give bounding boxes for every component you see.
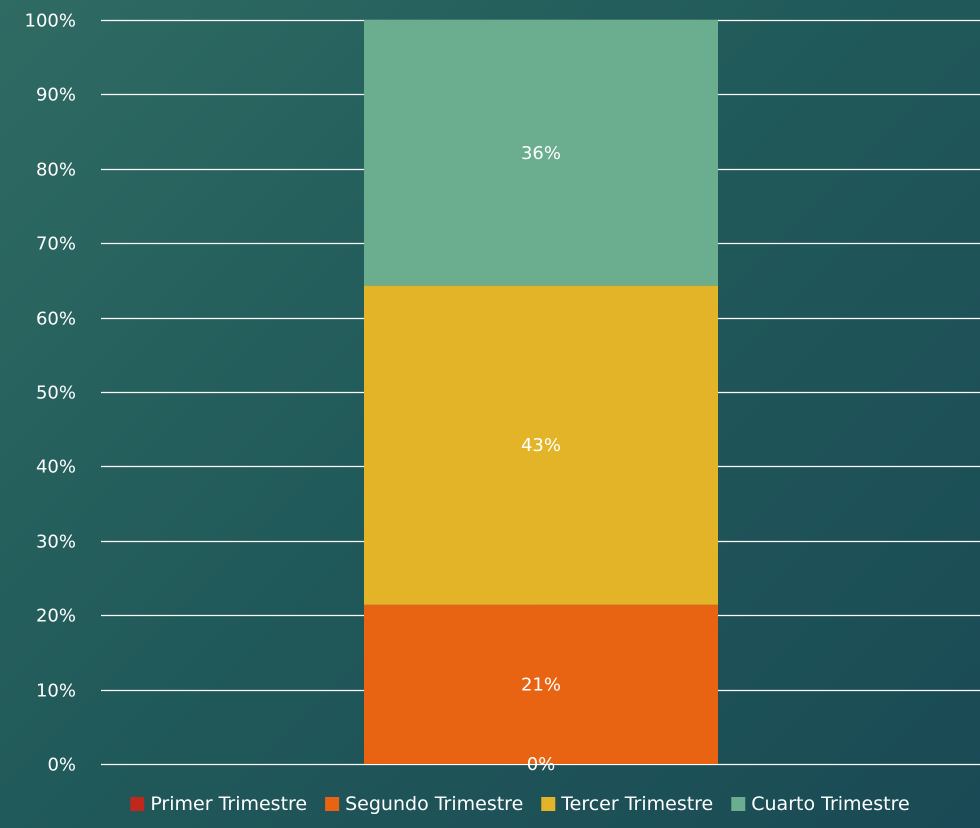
y-tick-label: 0% <box>47 755 76 776</box>
data-labels: 0% 21% 43% 36% <box>521 143 561 775</box>
bar-segments <box>364 20 718 764</box>
legend-swatch-cuarto-trimestre <box>731 797 746 811</box>
y-tick-label: 70% <box>36 234 76 255</box>
y-tick-label: 50% <box>36 383 76 404</box>
data-label-segundo-trimestre: 21% <box>521 674 561 695</box>
legend-label-segundo-trimestre: Segundo Trimestre <box>345 793 523 815</box>
y-tick-label: 80% <box>36 160 76 181</box>
legend-label-primer-trimestre: Primer Trimestre <box>150 793 307 815</box>
y-tick-label: 90% <box>36 85 76 106</box>
data-label-tercer-trimestre: 43% <box>521 435 561 456</box>
legend-swatch-tercer-trimestre <box>541 797 556 811</box>
legend-swatch-segundo-trimestre <box>325 797 340 811</box>
y-tick-label: 30% <box>36 532 76 553</box>
legend: Primer Trimestre Segundo Trimestre Tercer … <box>130 793 910 815</box>
bar-segment-segundo-trimestre <box>364 604 718 764</box>
legend-label-cuarto-trimestre: Cuarto Trimestre <box>751 793 909 815</box>
bar-segment-cuarto-trimestre <box>364 20 718 286</box>
legend-swatch-primer-trimestre <box>130 797 145 811</box>
y-tick-label: 20% <box>36 606 76 627</box>
data-label-cuarto-trimestre: 36% <box>521 143 561 164</box>
y-tick-label: 10% <box>36 681 76 702</box>
data-label-primer-trimestre: 0% <box>527 754 556 775</box>
bar-segment-tercer-trimestre <box>364 285 718 605</box>
legend-label-tercer-trimestre: Tercer Trimestre <box>560 793 713 815</box>
y-tick-label: 60% <box>36 309 76 330</box>
y-axis-tick-labels: 0% 10% 20% 30% 40% 50% 60% 70% 80% 90% 100% <box>25 11 76 776</box>
y-tick-label: 40% <box>36 457 76 478</box>
y-tick-label: 100% <box>25 11 76 32</box>
